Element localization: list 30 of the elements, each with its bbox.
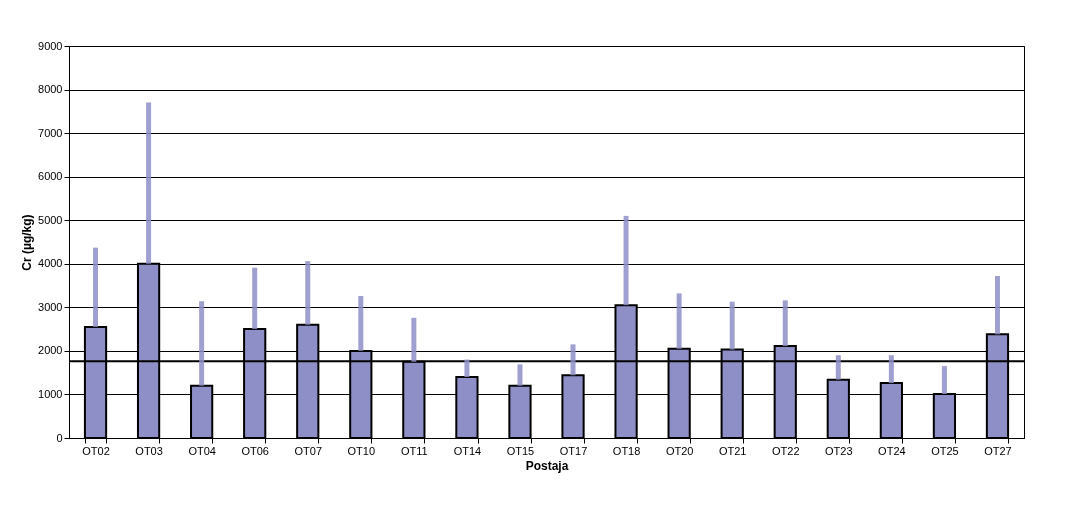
x-tick-label: OT18: [612, 444, 641, 457]
y-tick-label: 0: [56, 431, 63, 444]
y-tick-label: 1000: [38, 387, 63, 400]
x-tick-label: OT15: [506, 444, 535, 457]
x-tick-label: OT10: [347, 444, 376, 457]
x-tick-label: OT02: [82, 444, 110, 457]
x-tick-label: OT24: [878, 444, 906, 457]
y-tick-label: 6000: [38, 170, 63, 183]
y-tick-label: 2000: [38, 344, 63, 357]
x-tick-label: OT27: [984, 444, 1012, 457]
y-tick-label: 5000: [38, 213, 63, 226]
x-tick-label: OT06: [241, 444, 269, 457]
x-tick-label: OT22: [771, 444, 800, 457]
x-tick-label: OT21: [718, 444, 747, 457]
x-tick-label: OT03: [135, 444, 163, 457]
x-tick-label: OT11: [401, 444, 428, 457]
x-tick-label: OT23: [825, 444, 853, 457]
x-tick-label: OT20: [665, 444, 694, 457]
y-tick-label: 7000: [38, 126, 63, 139]
y-tick-label: 8000: [38, 83, 63, 96]
y-tick-label: 3000: [38, 300, 63, 313]
y-tick-label: 4000: [38, 257, 63, 270]
x-tick-label: OT04: [188, 444, 216, 457]
y-tick-label: 9000: [38, 39, 63, 52]
x-tick-label: OT07: [294, 444, 323, 457]
x-tick-label: OT17: [559, 444, 588, 457]
y-axis-title: Cr (µg/kg): [20, 214, 35, 271]
x-axis-title: Postaja: [525, 458, 569, 473]
x-tick-label: OT14: [453, 444, 482, 457]
x-tick-label: OT25: [931, 444, 959, 457]
